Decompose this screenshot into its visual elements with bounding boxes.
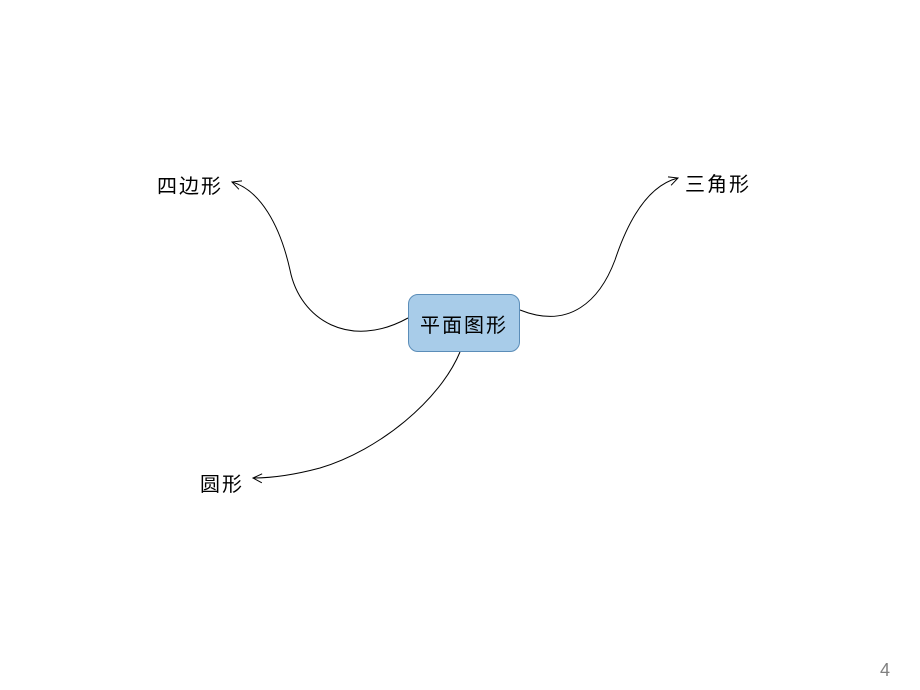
arrow-to-triangle	[668, 177, 678, 185]
node-triangle: 三角形	[685, 168, 751, 197]
diagram-canvas: 平面图形 四边形 三角形圆形 4	[0, 0, 920, 690]
page-number-value: 4	[880, 660, 890, 680]
node-quadrilateral: 四边形	[157, 170, 223, 199]
center-node: 平面图形	[408, 294, 520, 352]
edge-to-triangle	[520, 178, 678, 316]
arrow-to-circle	[253, 474, 262, 483]
node-circle: 圆形	[200, 468, 244, 497]
edge-to-circle	[253, 352, 460, 478]
page-number: 4	[880, 660, 890, 681]
arrow-to-quadrilateral	[232, 181, 242, 189]
center-node-label: 平面图形	[420, 309, 508, 338]
edge-to-quadrilateral	[232, 182, 408, 331]
